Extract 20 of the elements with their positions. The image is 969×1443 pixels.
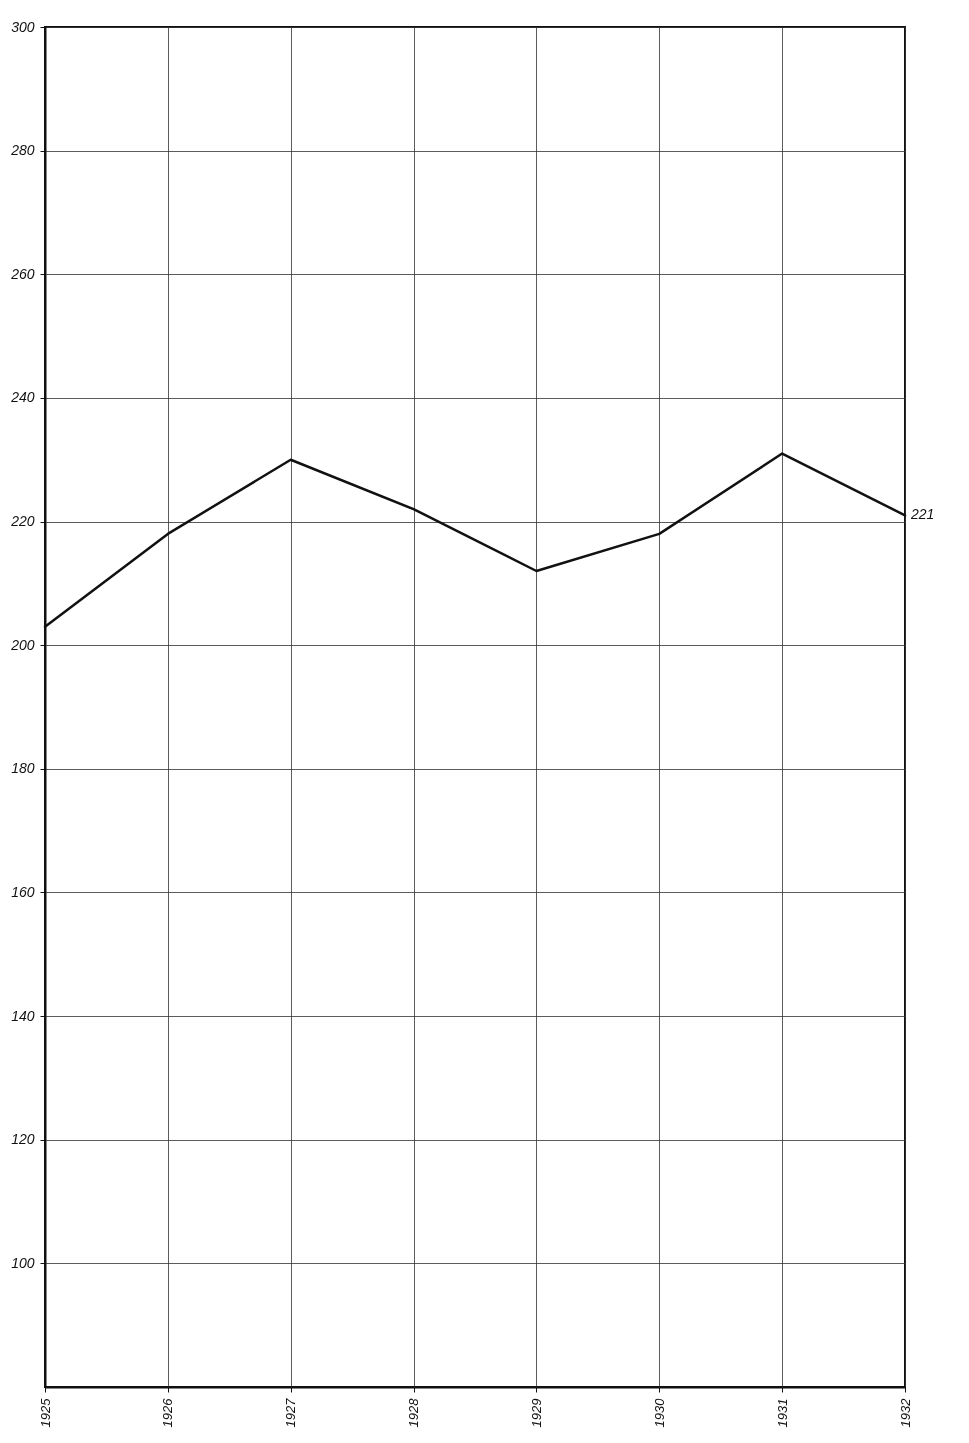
annotation: 221 (910, 506, 935, 523)
y-tick-label: 200 (10, 636, 35, 653)
y-tick-label: 180 (11, 760, 35, 777)
y-tick-label: 160 (11, 883, 35, 900)
y-tick-label: 220 (10, 513, 35, 530)
y-tick-label: 240 (10, 389, 35, 406)
x-tick-label: 1925 (37, 1397, 53, 1428)
y-tick-label: 260 (10, 265, 35, 282)
x-tick-label: 1926 (160, 1397, 176, 1428)
y-tick-label: 100 (11, 1254, 35, 1271)
y-tick-label: 140 (11, 1007, 35, 1024)
y-tick-label: 120 (11, 1131, 35, 1148)
y-tick-label: 280 (10, 142, 35, 159)
y-tick-label: 300 (11, 18, 35, 35)
x-tick-label: 1927 (283, 1397, 299, 1428)
x-tick-label: 1931 (774, 1398, 790, 1428)
x-tick-label: 1929 (528, 1398, 544, 1428)
x-tick-label: 1928 (406, 1397, 422, 1428)
x-tick-label: 1930 (651, 1397, 667, 1428)
x-tick-label: 1932 (897, 1397, 913, 1428)
